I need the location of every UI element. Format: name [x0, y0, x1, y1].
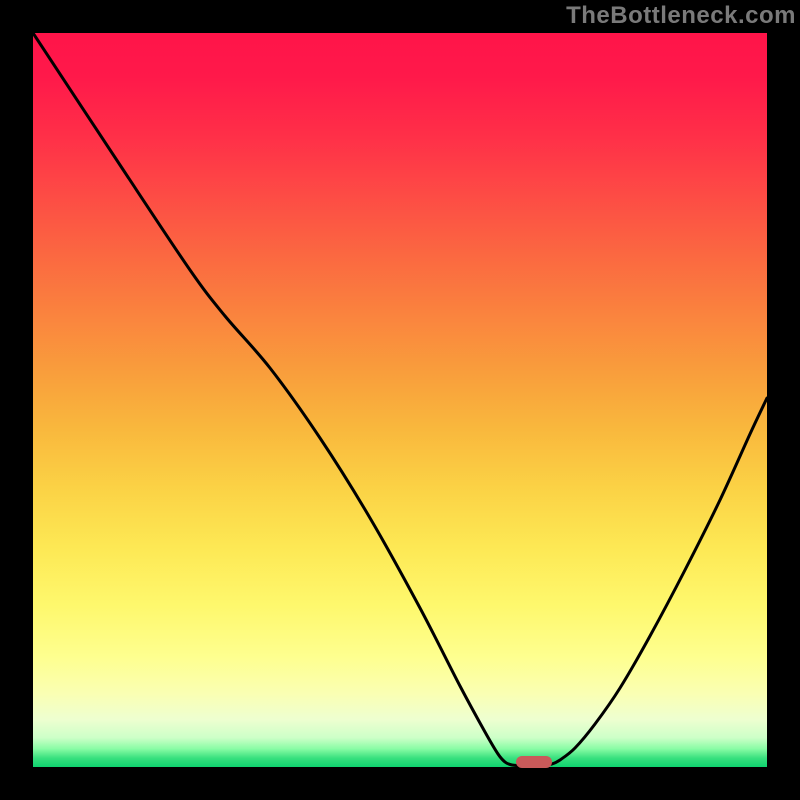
optimal-marker — [516, 756, 552, 768]
watermark-text: TheBottleneck.com — [566, 0, 800, 30]
chart-container: TheBottleneck.com — [0, 0, 800, 800]
plot-background — [33, 33, 767, 767]
bottleneck-chart — [0, 0, 800, 800]
